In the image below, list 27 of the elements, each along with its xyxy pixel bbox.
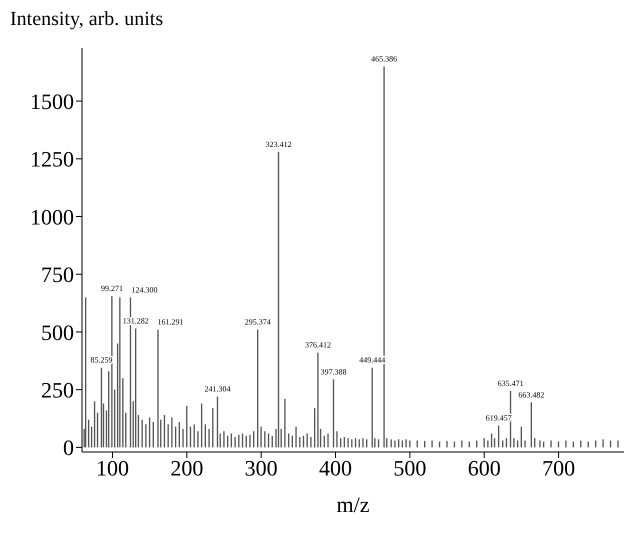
annotation: 376.412: [304, 340, 331, 350]
x-tick-label: 200: [170, 456, 204, 481]
annotation: 295.374: [244, 318, 271, 327]
y-tick-label: 0: [63, 435, 74, 460]
annotation: 241.304: [204, 384, 231, 394]
x-axis-title: m/z: [336, 492, 370, 517]
y-tick-label: 1500: [30, 88, 74, 114]
annotation: 161.291: [158, 318, 184, 327]
y-axis-title: Intensity, arb. units: [10, 8, 164, 32]
y-tick-label: 750: [41, 262, 74, 288]
x-tick-label: 400: [319, 456, 352, 481]
x-tick-label: 100: [96, 456, 129, 481]
annotation: 99.271: [100, 284, 123, 294]
x-tick-label: 500: [393, 456, 426, 481]
x-tick-label: 600: [468, 456, 501, 481]
annotation: 124.300: [132, 285, 158, 294]
x-tick-label: 300: [244, 456, 278, 481]
annotation: 663.482: [518, 390, 544, 400]
y-tick-label: 250: [41, 377, 74, 402]
x-tick-label: 700: [542, 456, 576, 481]
y-tick-label: 1250: [30, 146, 74, 172]
annotation: 323.412: [266, 140, 292, 149]
annotation: 397.388: [320, 367, 347, 376]
annotation: 465.386: [371, 54, 398, 64]
annotation: 635.471: [498, 378, 524, 388]
y-tick-label: 1000: [30, 204, 74, 230]
y-tick-label: 500: [41, 320, 74, 345]
